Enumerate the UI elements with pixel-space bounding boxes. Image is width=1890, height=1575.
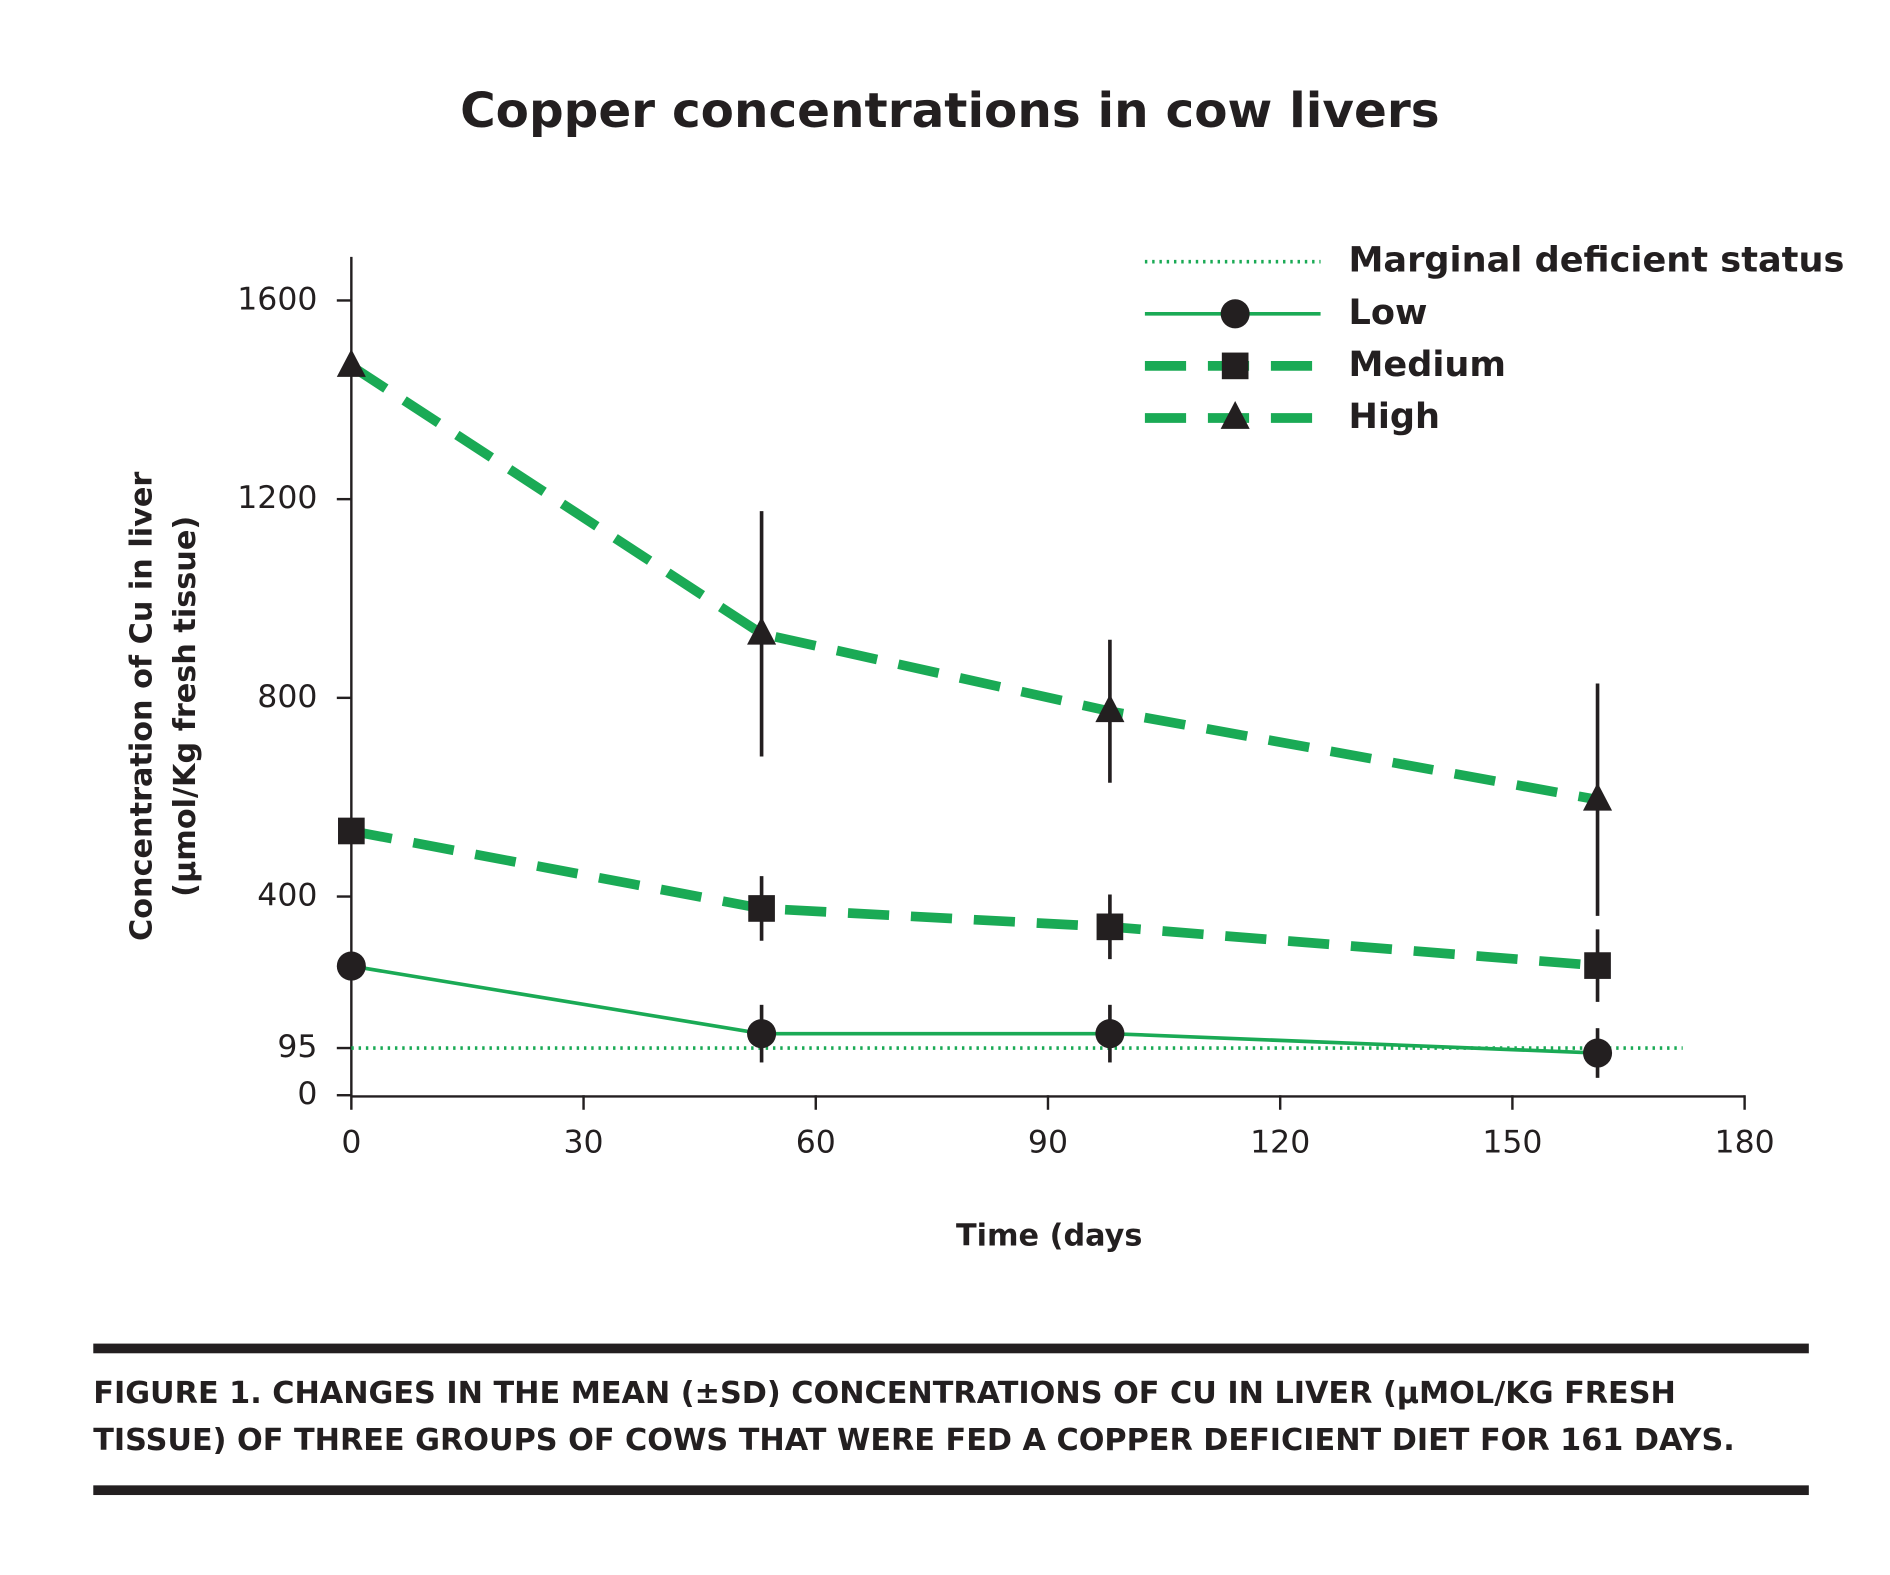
y-tick-label: 400	[257, 878, 317, 914]
legend-marker	[1221, 352, 1249, 380]
legend-marker	[1220, 401, 1250, 429]
y-axis-label: Concentration of Cu in liver (μmol/Kg fr…	[124, 472, 203, 941]
x-tick-label: 0	[341, 1125, 361, 1161]
y-tick-label: 1200	[237, 480, 317, 516]
caption-line: TISSUE) OF THREE GROUPS OF COWS THAT WER…	[93, 1423, 1734, 1458]
x-tick-label: 180	[1715, 1125, 1775, 1161]
marker	[1096, 913, 1124, 941]
legend-label: Medium	[1348, 344, 1506, 385]
caption-rule	[93, 1485, 1809, 1496]
legend-label: Marginal deficient status	[1348, 240, 1844, 281]
marker	[1095, 694, 1125, 723]
legend-marker	[1220, 299, 1250, 329]
x-axis-label: Time (days	[956, 1218, 1142, 1253]
series-line	[348, 361, 1599, 805]
y-axis-label-line: Concentration of Cu in liver	[124, 472, 159, 941]
marker	[1584, 952, 1611, 979]
caption-rule	[93, 1343, 1809, 1354]
marker	[1095, 1019, 1125, 1049]
series-line	[351, 964, 1598, 1055]
legend-label: Low	[1348, 292, 1427, 333]
marker	[747, 616, 777, 645]
marker	[747, 1019, 777, 1049]
x-tick-label: 150	[1482, 1125, 1542, 1161]
marker	[336, 349, 366, 377]
y-axis-label-line: (μmol/Kg fresh tissue)	[168, 516, 203, 897]
x-tick-label: 90	[1028, 1125, 1068, 1161]
y-tick-label: 1600	[237, 281, 317, 317]
marker	[336, 951, 366, 981]
caption-line: FIGURE 1. CHANGES IN THE MEAN (±SD) CONC…	[93, 1376, 1676, 1411]
x-tick-label: 120	[1250, 1125, 1310, 1161]
marker	[1583, 782, 1613, 811]
chart-title: Copper concentrations in cow livers	[460, 83, 1439, 139]
legend-label: High	[1348, 396, 1440, 437]
x-tick-label: 60	[796, 1125, 836, 1161]
marker	[338, 817, 365, 845]
marker	[748, 895, 775, 922]
y-tick-label: 800	[257, 679, 317, 715]
y-tick-label: 0	[297, 1076, 317, 1112]
series-line	[350, 826, 1598, 971]
marker	[1583, 1038, 1613, 1068]
y-tick-label: 95	[277, 1029, 317, 1065]
x-tick-label: 30	[564, 1125, 604, 1161]
